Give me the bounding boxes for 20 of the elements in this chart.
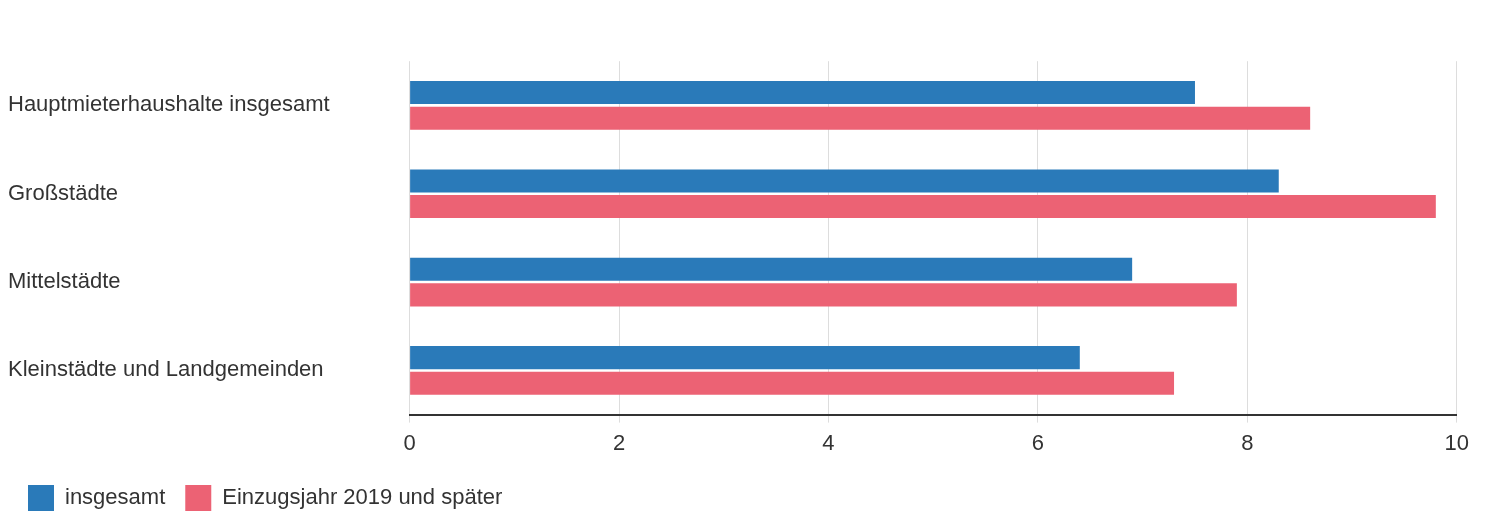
x-tick-label: 2 [612,429,626,455]
bar [410,371,1175,395]
y-tick-label: Großstädte [8,179,119,205]
bar [410,283,1237,307]
x-tick-label: 6 [1031,429,1045,455]
bar [410,346,1080,370]
y-tick-label: Mittelstädte [8,268,121,294]
legend-label: insgesamt [65,484,166,510]
bar [410,81,1195,105]
x-tick-label: 8 [1241,429,1254,455]
x-tick-label: 4 [822,429,835,455]
bar [410,195,1436,219]
y-tick-label: Hauptmieterhaushalte insgesamt [8,91,330,117]
legend-label: Einzugsjahr 2019 und später [222,484,503,510]
bar [410,169,1279,193]
y-tick-label: Kleinstädte und Landgemeinden [8,356,324,382]
x-tick-label: 10 [1444,429,1470,455]
bar [410,106,1311,130]
bar [410,257,1133,281]
x-tick-label: 0 [403,429,416,455]
